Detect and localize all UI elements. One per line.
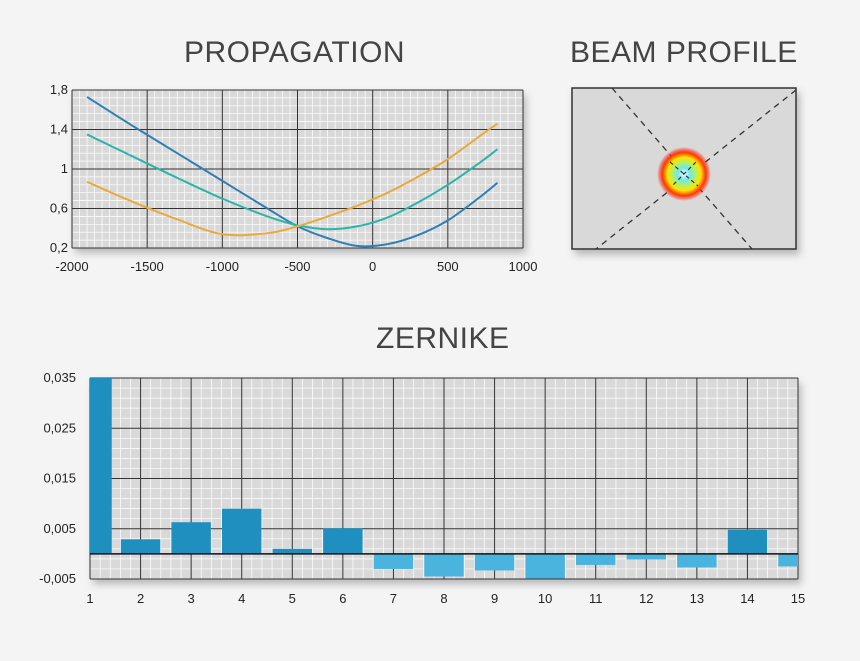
zernike-x-tick-label: 7 (390, 591, 397, 606)
propagation-y-tick-label: 1,4 (50, 122, 68, 137)
zernike-bar (120, 539, 161, 554)
zernike-y-tick-label: 0,035 (43, 370, 76, 385)
propagation-x-ticks: -2000 -1500 -1000 -500 0 500 1000 (55, 259, 537, 274)
zernike-x-tick-label: 2 (137, 591, 144, 606)
propagation-y-tick-label: 0,2 (50, 240, 68, 255)
beam-axis-line-b (595, 89, 797, 250)
propagation-chart: 1,8 1,4 1 0,6 0,2 -2000 -1500 -1000 -500 0 500 100… (50, 82, 538, 274)
zernike-bar (474, 553, 515, 571)
propagation-x-tick-label: 1000 (509, 259, 538, 274)
beam-spot-axis-b (671, 161, 697, 187)
zernike-bar (424, 553, 464, 577)
propagation-x-tick-label: -2000 (55, 259, 88, 274)
propagation-x-tick-label: -1500 (131, 259, 164, 274)
zernike-x-tick-label: 10 (538, 591, 552, 606)
zernike-y-tick-label: -0,005 (39, 571, 76, 586)
propagation-series-group (86, 96, 499, 248)
zernike-x-tick-label: 6 (339, 591, 346, 606)
beam-axis-line-a (611, 87, 753, 250)
propagation-y-tick-label: 1 (61, 161, 68, 176)
propagation-x-tick-label: 0 (369, 259, 376, 274)
zernike-x-tick-label: 9 (491, 591, 498, 606)
zernike-y-tick-label: 0,015 (43, 471, 76, 486)
zernike-x-tick-label: 1 (86, 591, 93, 606)
zernike-bar (677, 553, 717, 568)
propagation-series-line-3 (86, 122, 499, 237)
propagation-y-tick-label: 1,8 (50, 82, 68, 97)
zernike-bar (626, 553, 667, 560)
zernike-bar (272, 548, 313, 554)
zernike-x-tick-label: 13 (690, 591, 704, 606)
propagation-y-ticks: 1,8 1,4 1 0,6 0,2 (50, 82, 68, 255)
propagation-title: PROPAGATION (184, 36, 406, 69)
zernike-y-ticks: 0,035 0,025 0,015 0,005 -0,005 (39, 370, 76, 586)
zernike-x-tick-label: 4 (238, 591, 245, 606)
beam-spot-axis-a (669, 161, 699, 187)
zernike-bar (373, 553, 414, 569)
zernike-bar (575, 553, 616, 565)
zernike-x-tick-label: 3 (188, 591, 195, 606)
zernike-x-tick-label: 11 (589, 591, 603, 606)
propagation-y-tick-label: 0,6 (50, 201, 68, 216)
zernike-x-tick-label: 8 (440, 591, 447, 606)
zernike-x-ticks: 1 2 3 4 5 6 7 8 9 10 11 12 13 14 15 (86, 591, 805, 606)
zernike-title: ZERNIKE (376, 322, 510, 355)
propagation-series-line-2 (86, 133, 499, 231)
zernike-bar (778, 553, 798, 567)
zernike-bar (90, 378, 112, 554)
zernike-bar (171, 522, 211, 554)
beam-profile-panel (571, 87, 797, 250)
propagation-x-tick-label: -1000 (206, 259, 239, 274)
zernike-x-tick-label: 15 (791, 591, 805, 606)
zernike-bar (727, 529, 768, 554)
zernike-x-tick-label: 12 (639, 591, 653, 606)
zernike-x-tick-label: 14 (740, 591, 754, 606)
zernike-y-tick-label: 0,025 (43, 420, 76, 435)
propagation-x-tick-label: -500 (284, 259, 310, 274)
propagation-x-tick-label: 500 (437, 259, 459, 274)
zernike-bar (323, 528, 363, 554)
zernike-bar (525, 553, 565, 579)
zernike-bars-group (90, 378, 798, 579)
zernike-y-tick-label: 0,005 (43, 521, 76, 536)
propagation-series-line-1 (86, 96, 499, 248)
zernike-x-tick-label: 5 (289, 591, 296, 606)
beam-profile-title: BEAM PROFILE (570, 36, 798, 69)
zernike-bar (221, 508, 262, 554)
